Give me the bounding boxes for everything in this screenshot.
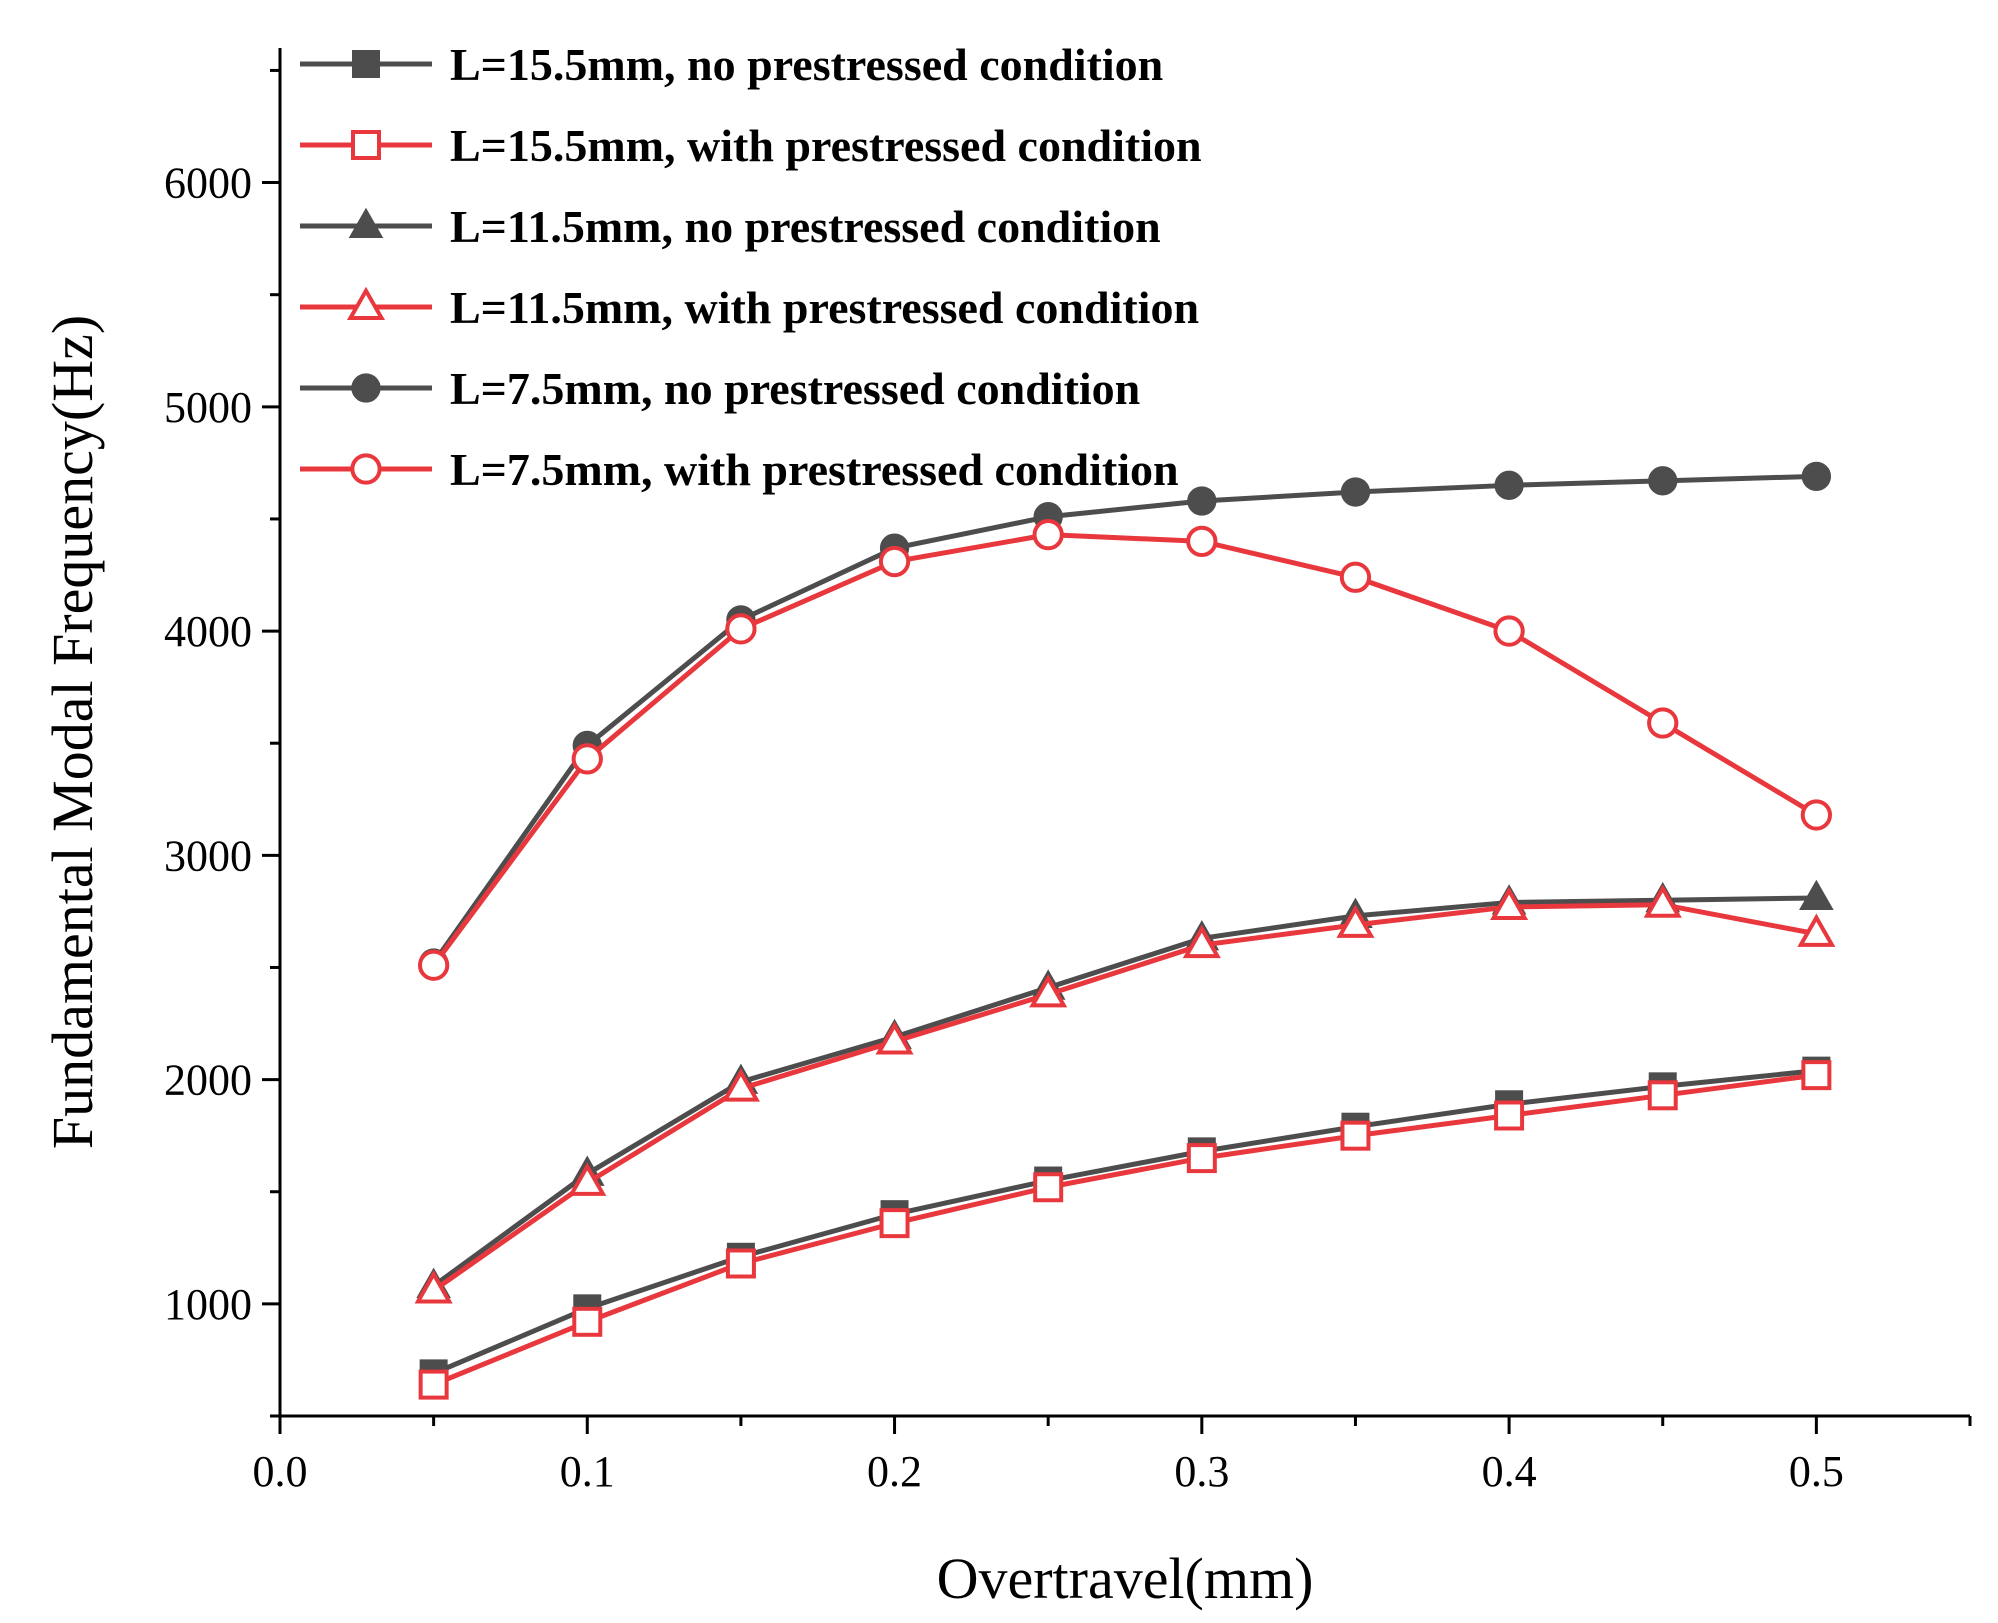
- data-point: [418, 1369, 449, 1400]
- legend-label: L=7.5mm, with prestressed condition: [450, 444, 1179, 495]
- y-tick-label: 3000: [164, 831, 252, 880]
- x-tick-label: 0.3: [1174, 1447, 1229, 1496]
- x-tick-label: 0.0: [253, 1447, 308, 1496]
- data-point: [725, 613, 757, 645]
- legend-item-4: L=11.5mm, with prestressed condition: [300, 282, 1199, 333]
- data-point: [414, 1270, 453, 1304]
- x-tick-label: 0.1: [560, 1447, 615, 1496]
- series-6: [417, 518, 1833, 981]
- data-point: [1799, 879, 1834, 911]
- x-axis-title: Overtravel(mm): [937, 1546, 1314, 1611]
- legend-item-2: L=15.5mm, with prestressed condition: [300, 120, 1202, 171]
- y-tick-label: 5000: [164, 383, 252, 432]
- data-point: [1801, 1060, 1832, 1091]
- data-point: [417, 949, 450, 981]
- data-point: [1647, 1080, 1678, 1111]
- data-point: [1336, 904, 1375, 938]
- data-point: [1187, 486, 1217, 516]
- y-tick-label: 2000: [164, 1056, 252, 1105]
- data-point: [878, 545, 911, 578]
- legend-marker: [346, 286, 386, 321]
- series-line: [432, 902, 1817, 1293]
- y-axis-title: Fundamental Modal Frequency(Hz): [40, 315, 105, 1149]
- series-1: [419, 1056, 1831, 1388]
- data-point: [1797, 913, 1836, 947]
- legend-marker: [351, 130, 381, 160]
- legend-item-1: L=15.5mm, no prestressed condition: [300, 39, 1163, 90]
- data-point: [1339, 561, 1372, 593]
- data-point: [1801, 461, 1832, 491]
- data-point: [1186, 525, 1218, 558]
- data-point: [568, 1162, 607, 1196]
- data-point: [571, 743, 603, 775]
- axes: [278, 48, 1970, 1418]
- series-2: [418, 1060, 1832, 1400]
- data-point: [1800, 799, 1833, 831]
- legend-item-5: L=7.5mm, no prestressed condition: [300, 363, 1140, 414]
- data-point: [1494, 1100, 1525, 1131]
- data-point: [1340, 1120, 1371, 1151]
- data-point: [1494, 470, 1524, 500]
- data-point: [875, 1021, 914, 1055]
- data-point: [572, 1306, 603, 1337]
- data-point: [1490, 886, 1529, 920]
- data-point: [1029, 974, 1068, 1008]
- series-line: [432, 895, 1817, 1288]
- y-tick-label: 1000: [164, 1280, 252, 1329]
- data-point: [1032, 518, 1064, 551]
- legend-label: L=11.5mm, with prestressed condition: [450, 282, 1199, 333]
- series-line: [431, 473, 1817, 965]
- data-point: [1182, 924, 1221, 959]
- series-line: [432, 1068, 1817, 1376]
- data-point: [1493, 615, 1525, 647]
- legend-marker: [348, 207, 384, 239]
- legend-marker: [350, 453, 382, 485]
- legend-label: L=15.5mm, with prestressed condition: [450, 120, 1202, 171]
- data-point: [879, 1208, 910, 1239]
- data-point: [721, 1068, 760, 1102]
- series-line: [432, 1072, 1817, 1387]
- x-tick-label: 0.2: [867, 1447, 922, 1496]
- data-point: [1647, 707, 1679, 739]
- data-point: [725, 1248, 756, 1279]
- data-point: [1186, 1143, 1217, 1174]
- data-point: [1643, 884, 1682, 918]
- legend-marker: [352, 50, 380, 78]
- legend-item-3: L=11.5mm, no prestressed condition: [300, 201, 1161, 252]
- x-tick-label: 0.5: [1789, 1447, 1844, 1496]
- data-point: [1033, 1172, 1064, 1203]
- data-point: [1340, 477, 1371, 507]
- legend-item-6: L=7.5mm, with prestressed condition: [300, 444, 1179, 495]
- series-4: [414, 884, 1836, 1304]
- plot-area: [414, 461, 1836, 1400]
- y-tick-label: 6000: [164, 159, 252, 208]
- x-tick-label: 0.4: [1482, 1447, 1537, 1496]
- legend: L=15.5mm, no prestressed condition L=15.5…: [300, 39, 1202, 495]
- legend-label: L=15.5mm, no prestressed condition: [450, 39, 1163, 90]
- legend-marker: [351, 373, 381, 403]
- y-tick-label: 4000: [164, 607, 252, 656]
- legend-label: L=11.5mm, no prestressed condition: [450, 201, 1161, 252]
- x-axis-ticks: 0.0 0.1 0.2 0.3 0.4 0.5: [253, 1416, 1972, 1496]
- y-axis-ticks: 1000 2000 3000 4000 5000 6000: [164, 68, 280, 1418]
- series-line: [431, 532, 1818, 967]
- data-point: [1648, 466, 1678, 496]
- legend-label: L=7.5mm, no prestressed condition: [450, 363, 1140, 414]
